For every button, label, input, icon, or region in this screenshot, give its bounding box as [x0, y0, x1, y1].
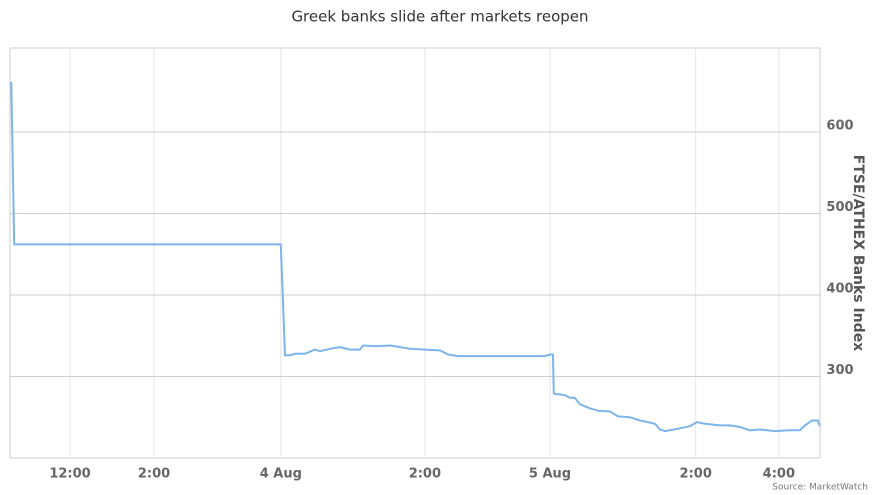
y-axis-title: FTSE/ATHEX Banks Index: [850, 155, 866, 351]
x-tick-label: 2:00: [409, 467, 441, 482]
x-tick-label: 2:00: [680, 467, 712, 482]
x-tick-label: 12:00: [49, 467, 90, 482]
line-series: [10, 82, 821, 433]
y-tick-label: 400: [826, 281, 853, 296]
x-tick-label: 4:00: [763, 467, 795, 482]
y-tick-label: 600: [826, 118, 853, 133]
x-tick-label: 2:00: [138, 467, 170, 482]
source: Source: MarketWatch: [772, 483, 868, 493]
x-tick-label: 5 Aug: [529, 467, 571, 482]
y-tick-label: 300: [826, 363, 853, 378]
chart-title: Greek banks slide after markets reopen: [291, 8, 588, 26]
x-tick-label: 4 Aug: [260, 467, 302, 482]
plot-frame: [9, 47, 821, 459]
y-tick-label: 500: [826, 200, 853, 215]
